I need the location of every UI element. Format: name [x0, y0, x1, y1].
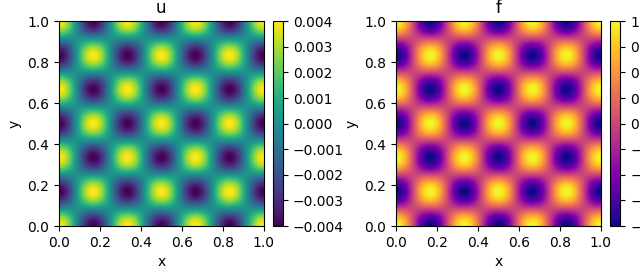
X-axis label: x: x: [494, 255, 502, 266]
Title: u: u: [156, 0, 166, 17]
X-axis label: x: x: [157, 255, 165, 266]
Y-axis label: y: y: [8, 119, 22, 128]
Title: f: f: [495, 0, 501, 17]
Y-axis label: y: y: [345, 119, 358, 128]
